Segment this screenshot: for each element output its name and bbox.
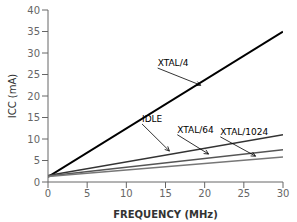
svg-text:10: 10 [120, 188, 133, 199]
svg-text:25: 25 [27, 69, 40, 80]
svg-text:0: 0 [34, 177, 40, 188]
svg-text:25: 25 [237, 188, 250, 199]
svg-text:30: 30 [27, 48, 40, 59]
svg-text:IDLE: IDLE [142, 114, 163, 124]
svg-text:5: 5 [34, 155, 40, 166]
svg-text:ICC (mA): ICC (mA) [8, 74, 18, 119]
svg-text:5: 5 [84, 188, 90, 199]
svg-text:15: 15 [159, 188, 172, 199]
svg-text:35: 35 [27, 26, 40, 37]
svg-text:0: 0 [45, 188, 51, 199]
svg-text:XTAL/1024: XTAL/1024 [220, 127, 268, 137]
svg-text:XTAL/4: XTAL/4 [158, 58, 189, 68]
svg-text:20: 20 [198, 188, 211, 199]
svg-text:15: 15 [27, 112, 40, 123]
svg-text:30: 30 [277, 188, 289, 199]
svg-text:40: 40 [27, 5, 40, 16]
svg-text:20: 20 [27, 91, 40, 102]
svg-text:10: 10 [27, 134, 40, 145]
svg-text:FREQUENCY (MHz): FREQUENCY (MHz) [113, 209, 218, 220]
svg-text:XTAL/64: XTAL/64 [177, 125, 214, 135]
